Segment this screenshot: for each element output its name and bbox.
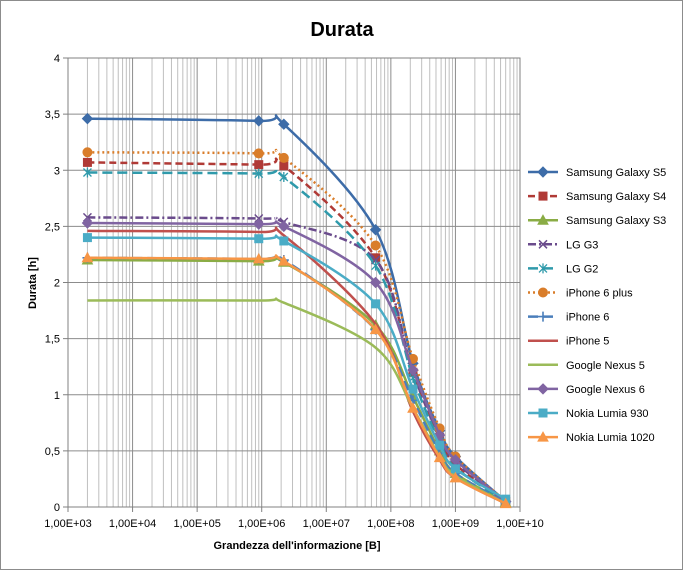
data-point: [537, 431, 549, 442]
series-line: [87, 297, 507, 505]
data-point: [435, 440, 445, 450]
data-point: [279, 171, 289, 182]
legend-label: Nokia Lumia 1020: [566, 432, 655, 444]
data-point: [81, 112, 94, 125]
legend-label: Google Nexus 6: [566, 384, 645, 396]
data-point: [537, 383, 549, 395]
y-tick-label: 3,5: [45, 109, 60, 121]
data-point: [407, 402, 419, 413]
data-point: [278, 152, 289, 163]
x-tick-label: 1,00E+09: [432, 518, 479, 530]
data-point: [253, 148, 264, 159]
series-line: [87, 216, 507, 503]
data-point: [82, 157, 92, 167]
data-point: [407, 364, 419, 376]
data-point: [538, 263, 548, 274]
data-point: [278, 118, 290, 130]
data-point: [254, 168, 264, 179]
x-tick-label: 1,00E+08: [367, 518, 414, 530]
x-tick-label: 1,00E+10: [496, 518, 543, 530]
x-tick-label: 1,00E+07: [303, 518, 350, 530]
y-tick-label: 0: [54, 502, 60, 514]
data-point: [82, 167, 92, 178]
data-point: [450, 464, 460, 474]
legend-label: Google Nexus 5: [566, 360, 645, 372]
legend-label: Nokia Lumia 930: [566, 408, 649, 420]
data-point: [279, 161, 289, 171]
data-point: [253, 218, 265, 230]
legend-label: iPhone 6 plus: [566, 288, 633, 300]
data-point: [538, 311, 548, 322]
data-point: [538, 408, 548, 418]
legend-label: LG G2: [566, 263, 598, 275]
data-point: [371, 260, 381, 271]
data-point: [277, 255, 290, 266]
data-point: [82, 233, 92, 243]
data-point: [278, 220, 290, 233]
chart-title: Durata: [310, 19, 374, 41]
data-point: [538, 239, 548, 249]
legend-label: Samsung Galaxy S4: [566, 191, 666, 203]
data-point: [253, 115, 265, 127]
data-point: [449, 471, 462, 483]
x-tick-label: 1,00E+06: [238, 518, 285, 530]
data-point: [499, 497, 512, 509]
y-tick-label: 1: [54, 390, 60, 402]
series-lines: [81, 112, 512, 509]
grid: [67, 57, 520, 508]
data-point: [252, 252, 265, 264]
data-point: [369, 276, 382, 289]
x-tick-label: 1,00E+04: [109, 518, 156, 530]
data-point: [254, 160, 264, 170]
data-point: [279, 236, 289, 246]
data-point: [537, 166, 549, 178]
legend-label: Samsung Galaxy S3: [566, 215, 666, 227]
y-tick-label: 2: [54, 278, 60, 290]
data-point: [369, 323, 382, 335]
legend-label: Samsung Galaxy S5: [566, 167, 666, 179]
data-point: [433, 429, 446, 441]
x-tick-label: 1,00E+05: [173, 518, 220, 530]
data-point: [433, 451, 446, 463]
data-point: [82, 147, 93, 158]
legend: Samsung Galaxy S5 Samsung Galaxy S4 Samsun…: [528, 166, 666, 444]
data-point: [537, 214, 549, 225]
data-point: [254, 234, 264, 244]
y-tick-label: 0,5: [45, 446, 60, 458]
data-point: [408, 384, 418, 394]
data-point: [538, 287, 548, 298]
y-axis-label: Durata [h]: [27, 257, 39, 309]
legend-label: LG G3: [566, 239, 598, 251]
x-axis-label: Grandezza dell'informazione [B]: [213, 540, 380, 552]
legend-label: iPhone 5: [566, 336, 609, 348]
data-point: [81, 217, 94, 229]
tick-labels: 0 0,5 1 1,5 2 2,5 3 3,5 4 1,00E+03 1,00E+04 1,00E+0…: [44, 53, 543, 530]
y-tick-label: 4: [54, 53, 60, 65]
data-point: [371, 299, 381, 309]
y-tick-label: 3: [54, 165, 60, 177]
y-tick-label: 1,5: [45, 334, 60, 346]
data-point: [81, 251, 94, 263]
data-point: [370, 240, 381, 251]
series-line: [87, 220, 507, 503]
y-tick-label: 2,5: [45, 221, 60, 233]
data-point: [369, 224, 382, 236]
legend-label: iPhone 6: [566, 312, 609, 324]
x-tick-label: 1,00E+03: [44, 518, 91, 530]
data-point: [538, 191, 548, 201]
